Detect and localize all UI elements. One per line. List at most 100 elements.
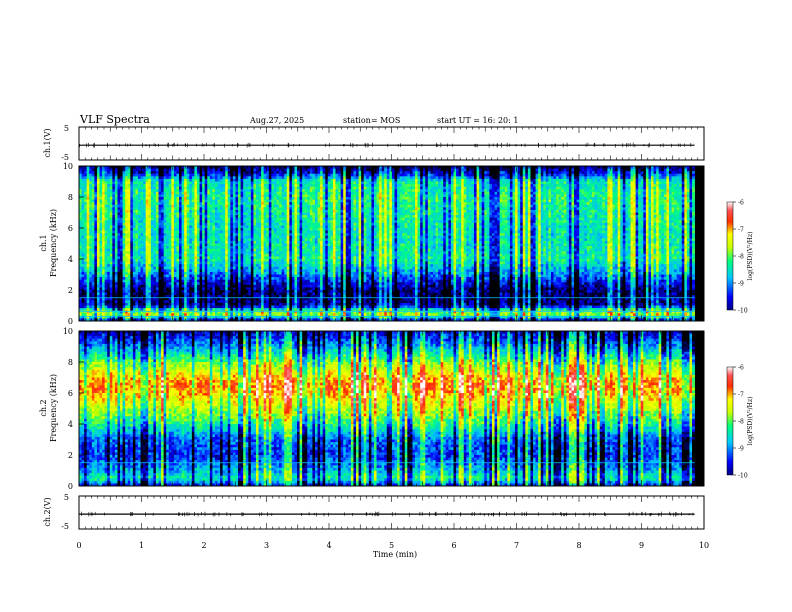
ch1-spectrogram-cell <box>91 166 95 169</box>
ch1-spectrogram-cell <box>279 284 282 288</box>
ch1-spectrogram-cell <box>168 189 172 193</box>
ch1-spectrogram-cell <box>253 225 257 229</box>
ch1-spectrogram-cell <box>284 217 288 221</box>
ch1-spectrogram-cell <box>145 235 149 239</box>
ch1-spectrogram-cell <box>248 287 252 291</box>
ch1-spectrogram-cell <box>122 305 126 309</box>
ch1-spectrogram-cell <box>191 256 195 260</box>
ch1-spectrogram-cell <box>271 264 275 268</box>
ch1-spectrogram-cell <box>189 259 193 262</box>
ch1-spectrogram-cell <box>120 222 123 226</box>
ch1-spectrogram-cell <box>186 259 190 262</box>
ch1-spectrogram-cell <box>268 302 272 306</box>
ch1-spectrogram-cell <box>96 197 100 200</box>
ch1-spectrogram-cell <box>117 228 121 231</box>
ch1-spectrogram-cell <box>130 189 134 193</box>
ch1-spectrogram-cell <box>214 261 218 265</box>
ch1-spectrogram-cell <box>173 225 177 229</box>
ch1-spectrogram-cell <box>135 300 139 304</box>
ch1-spectrogram-cell <box>212 295 216 299</box>
ch1-spectrogram-cell <box>209 204 213 208</box>
ch1-spectrogram-cell <box>158 292 162 296</box>
ch1-spectrogram-cell <box>112 315 116 319</box>
ch1-spectrogram-cell <box>122 184 126 187</box>
ch1-spectrogram-cell <box>266 259 270 262</box>
ch1-spectrogram-cell <box>238 171 241 175</box>
ch1-spectrogram-cell <box>112 259 116 262</box>
ch1-spectrogram-cell <box>138 222 141 226</box>
ch1-spectrogram-cell <box>276 297 280 301</box>
ch1-spectrogram-cell <box>153 178 157 182</box>
ch1-spectrogram-cell <box>189 313 193 317</box>
ch1-spectrogram-cell <box>176 279 180 283</box>
ch1-spectrogram-cell <box>238 215 241 218</box>
ch1-spectrogram-cell <box>84 228 87 231</box>
ch1-spectrogram-cell <box>261 277 264 280</box>
ch1-spectrogram-cell <box>79 313 82 317</box>
ch1-spectrogram-cell <box>255 181 259 185</box>
ch1-spectrogram-cell <box>232 222 236 226</box>
ch1-spectrogram-cell <box>109 212 113 216</box>
ch1-spectrogram-cell <box>161 212 164 216</box>
ch1-spectrogram-cell <box>232 269 236 273</box>
ch1-spectrogram-cell <box>189 199 193 203</box>
ch1-spectrogram-cell <box>209 290 213 293</box>
ch1-spectrogram-cell <box>238 233 241 237</box>
ch1-spectrogram-cell <box>145 277 149 280</box>
ch1-spectrogram-cell <box>227 176 231 180</box>
ch1-spectrogram-cell <box>99 290 103 293</box>
ch1-spectrogram-cell <box>194 173 198 177</box>
ch1-spectrogram-cell <box>163 168 167 172</box>
ch1-spectrogram-cell <box>253 202 257 206</box>
ch1-spectrogram-cell <box>250 308 254 311</box>
ch1-spectrogram-cell <box>168 197 172 200</box>
ch1-spectrogram-cell <box>225 186 229 190</box>
ch1-spectrogram-cell <box>214 212 218 216</box>
ch1-spectrogram-cell <box>279 197 282 200</box>
ch1-spectrogram-cell <box>204 194 208 198</box>
ch1-spectrogram-cell <box>140 287 144 291</box>
ch1-spectrogram-cell <box>91 194 95 198</box>
ch1-spectrogram-cell <box>240 300 244 304</box>
ch1-spectrogram-cell <box>114 207 118 211</box>
ch1-spectrogram-cell <box>99 191 103 195</box>
ch1-spectrogram-cell <box>209 197 213 200</box>
ch1-spectrogram-cell <box>143 297 146 301</box>
ch1-spectrogram-cell <box>84 173 87 177</box>
ch1-spectrogram-cell <box>243 302 247 306</box>
ch1-spectrogram-cell <box>222 261 226 265</box>
ch1-spectrogram-cell <box>204 220 208 224</box>
ch1-spectrogram-cell <box>148 235 152 239</box>
ch1-spectrogram-cell <box>281 308 285 311</box>
ch1-spectrogram-cell <box>245 274 249 278</box>
ch1-spectrogram-cell <box>166 295 170 299</box>
ch1-spectrogram-cell <box>135 212 139 216</box>
ch1-spectrogram-cell <box>176 230 180 234</box>
ch1-spectrogram-cell <box>84 287 87 291</box>
ch1-spectrogram-cell <box>125 215 129 218</box>
ch1-spectrogram-cell <box>196 171 200 175</box>
ch1-spectrogram-cell <box>186 230 190 234</box>
ch1-spectrogram-cell <box>276 292 280 296</box>
ch1-spectrogram-cell <box>120 302 123 306</box>
ch1-spectrogram-cell <box>161 308 164 311</box>
ch1-spectrogram-cell <box>225 171 229 175</box>
ch1-spectrogram-cell <box>179 176 182 180</box>
ch1-spectrogram-cell <box>135 290 139 293</box>
ch1-spectrogram-cell <box>225 228 229 231</box>
ch1-spectrogram-cell <box>176 189 180 193</box>
ch1-spectrogram-cell <box>209 176 213 180</box>
ch1-spectrogram-cell <box>84 212 87 216</box>
ch1-spectrogram-cell <box>166 199 170 203</box>
ch1-spectrogram-cell <box>120 230 123 234</box>
ch1-spectrogram-cell <box>268 181 272 185</box>
ch1-spectrogram-cell <box>196 215 200 218</box>
ch1-spectrogram-cell <box>245 230 249 234</box>
ch1-spectrogram-cell <box>163 199 167 203</box>
ch1-spectrogram-cell <box>196 295 200 299</box>
ch1-spectrogram-cell <box>207 310 211 314</box>
ch1-spectrogram-cell <box>184 215 188 218</box>
ch1-spectrogram-cell <box>81 220 85 224</box>
ch1-spectrogram-cell <box>186 287 190 291</box>
ch1-spectrogram-cell <box>238 251 241 255</box>
